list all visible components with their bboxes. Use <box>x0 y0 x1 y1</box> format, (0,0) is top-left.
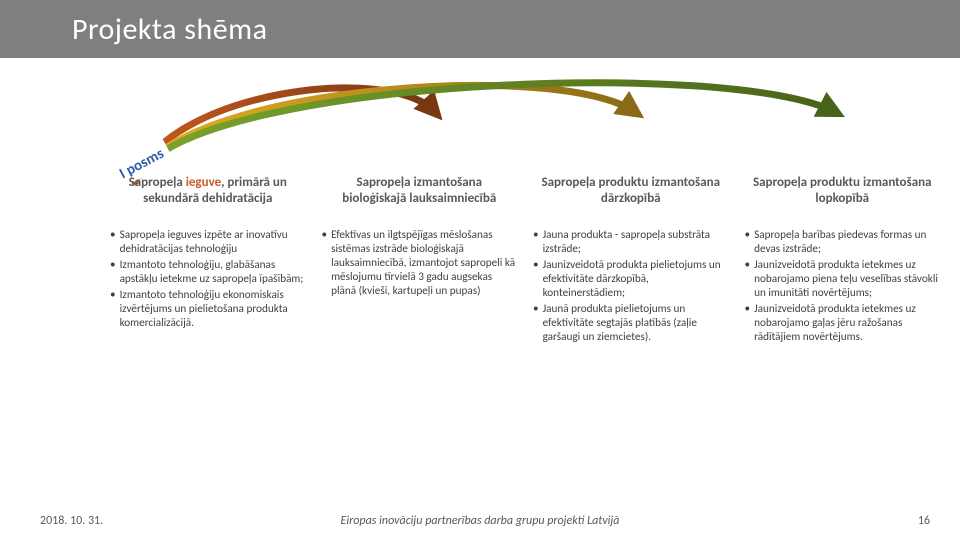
column-4-body: •Sapropeļa barības piedevas formas un de… <box>745 222 941 344</box>
list-item-text: Jaunā produkta pielietojums un efektivit… <box>543 302 729 344</box>
list-item-text: Izmantoto tehnoloģiju, glabāšanas apstāk… <box>120 258 306 286</box>
bullet-icon: • <box>533 302 539 344</box>
column-2-heading: Sapropeļa izmantošana bioloģiskajā lauks… <box>322 160 518 222</box>
column-3: Sapropeļa produktu izmantošana dārzkopīb… <box>533 160 729 346</box>
list-item-text: Efektīvas un ilgtspējīgas mēslošanas sis… <box>331 228 517 298</box>
bullet-icon: • <box>745 258 751 300</box>
bullet-icon: • <box>533 228 539 256</box>
list-item-text: Izmantoto tehnoloģiju ekonomiskais izvēr… <box>120 288 306 330</box>
column-3-heading: Sapropeļa produktu izmantošana dārzkopīb… <box>533 160 729 222</box>
list-item-text: Sapropeļa ieguves izpēte ar inovatīvu de… <box>120 228 306 256</box>
list-item: •Jaunizveidotā produkta pielietojums un … <box>533 258 729 300</box>
column-1-body: •Sapropeļa ieguves izpēte ar inovatīvu d… <box>110 222 306 330</box>
column-2: Sapropeļa izmantošana bioloģiskajā lauks… <box>322 160 518 346</box>
list-item: •Efektīvas un ilgtspējīgas mēslošanas si… <box>322 228 518 298</box>
list-item: •Jaunizveidotā produkta ietekmes uz noba… <box>745 302 941 344</box>
column-4-heading: Sapropeļa produktu izmantošana lopkopībā <box>745 160 941 222</box>
list-item: •Jaunā produkta pielietojums un efektivi… <box>533 302 729 344</box>
list-item-text: Jaunizveidotā produkta ietekmes uz nobar… <box>754 302 940 344</box>
columns-container: Sapropeļa ieguve, primārā un sekundārā d… <box>110 160 940 346</box>
list-item: •Jauna produkta - sapropeļa substrāta iz… <box>533 228 729 256</box>
column-1: Sapropeļa ieguve, primārā un sekundārā d… <box>110 160 306 346</box>
column-4: Sapropeļa produktu izmantošana lopkopībā… <box>745 160 941 346</box>
column-1-heading: Sapropeļa ieguve, primārā un sekundārā d… <box>110 160 306 222</box>
page-title: Projekta shēma <box>72 11 267 48</box>
list-item-text: Jaunizveidotā produkta ietekmes uz nobar… <box>754 258 940 300</box>
list-item: •Izmantoto tehnoloģiju, glabāšanas apstā… <box>110 258 306 286</box>
bullet-icon: • <box>110 288 116 330</box>
bullet-icon: • <box>110 258 116 286</box>
list-item-text: Sapropeļa barības piedevas formas un dev… <box>754 228 940 256</box>
bullet-icon: • <box>110 228 116 256</box>
bullet-icon: • <box>745 228 751 256</box>
column-2-body: •Efektīvas un ilgtspējīgas mēslošanas si… <box>322 222 518 298</box>
list-item: •Sapropeļa barības piedevas formas un de… <box>745 228 941 256</box>
list-item: •Sapropeļa ieguves izpēte ar inovatīvu d… <box>110 228 306 256</box>
column-3-body: •Jauna produkta - sapropeļa substrāta iz… <box>533 222 729 344</box>
bullet-icon: • <box>322 228 328 298</box>
list-item-text: Jaunizveidotā produkta pielietojums un e… <box>543 258 729 300</box>
title-bar: Projekta shēma <box>0 0 960 58</box>
list-item: •Jaunizveidotā produkta ietekmes uz noba… <box>745 258 941 300</box>
list-item-text: Jauna produkta - sapropeļa substrāta izs… <box>543 228 729 256</box>
bullet-icon: • <box>745 302 751 344</box>
footer-center: Eiropas inovāciju partnerības darba grup… <box>0 514 960 528</box>
bullet-icon: • <box>533 258 539 300</box>
footer: 2018. 10. 31. Eiropas inovāciju partnerī… <box>0 514 960 528</box>
list-item: •Izmantoto tehnoloģiju ekonomiskais izvē… <box>110 288 306 330</box>
